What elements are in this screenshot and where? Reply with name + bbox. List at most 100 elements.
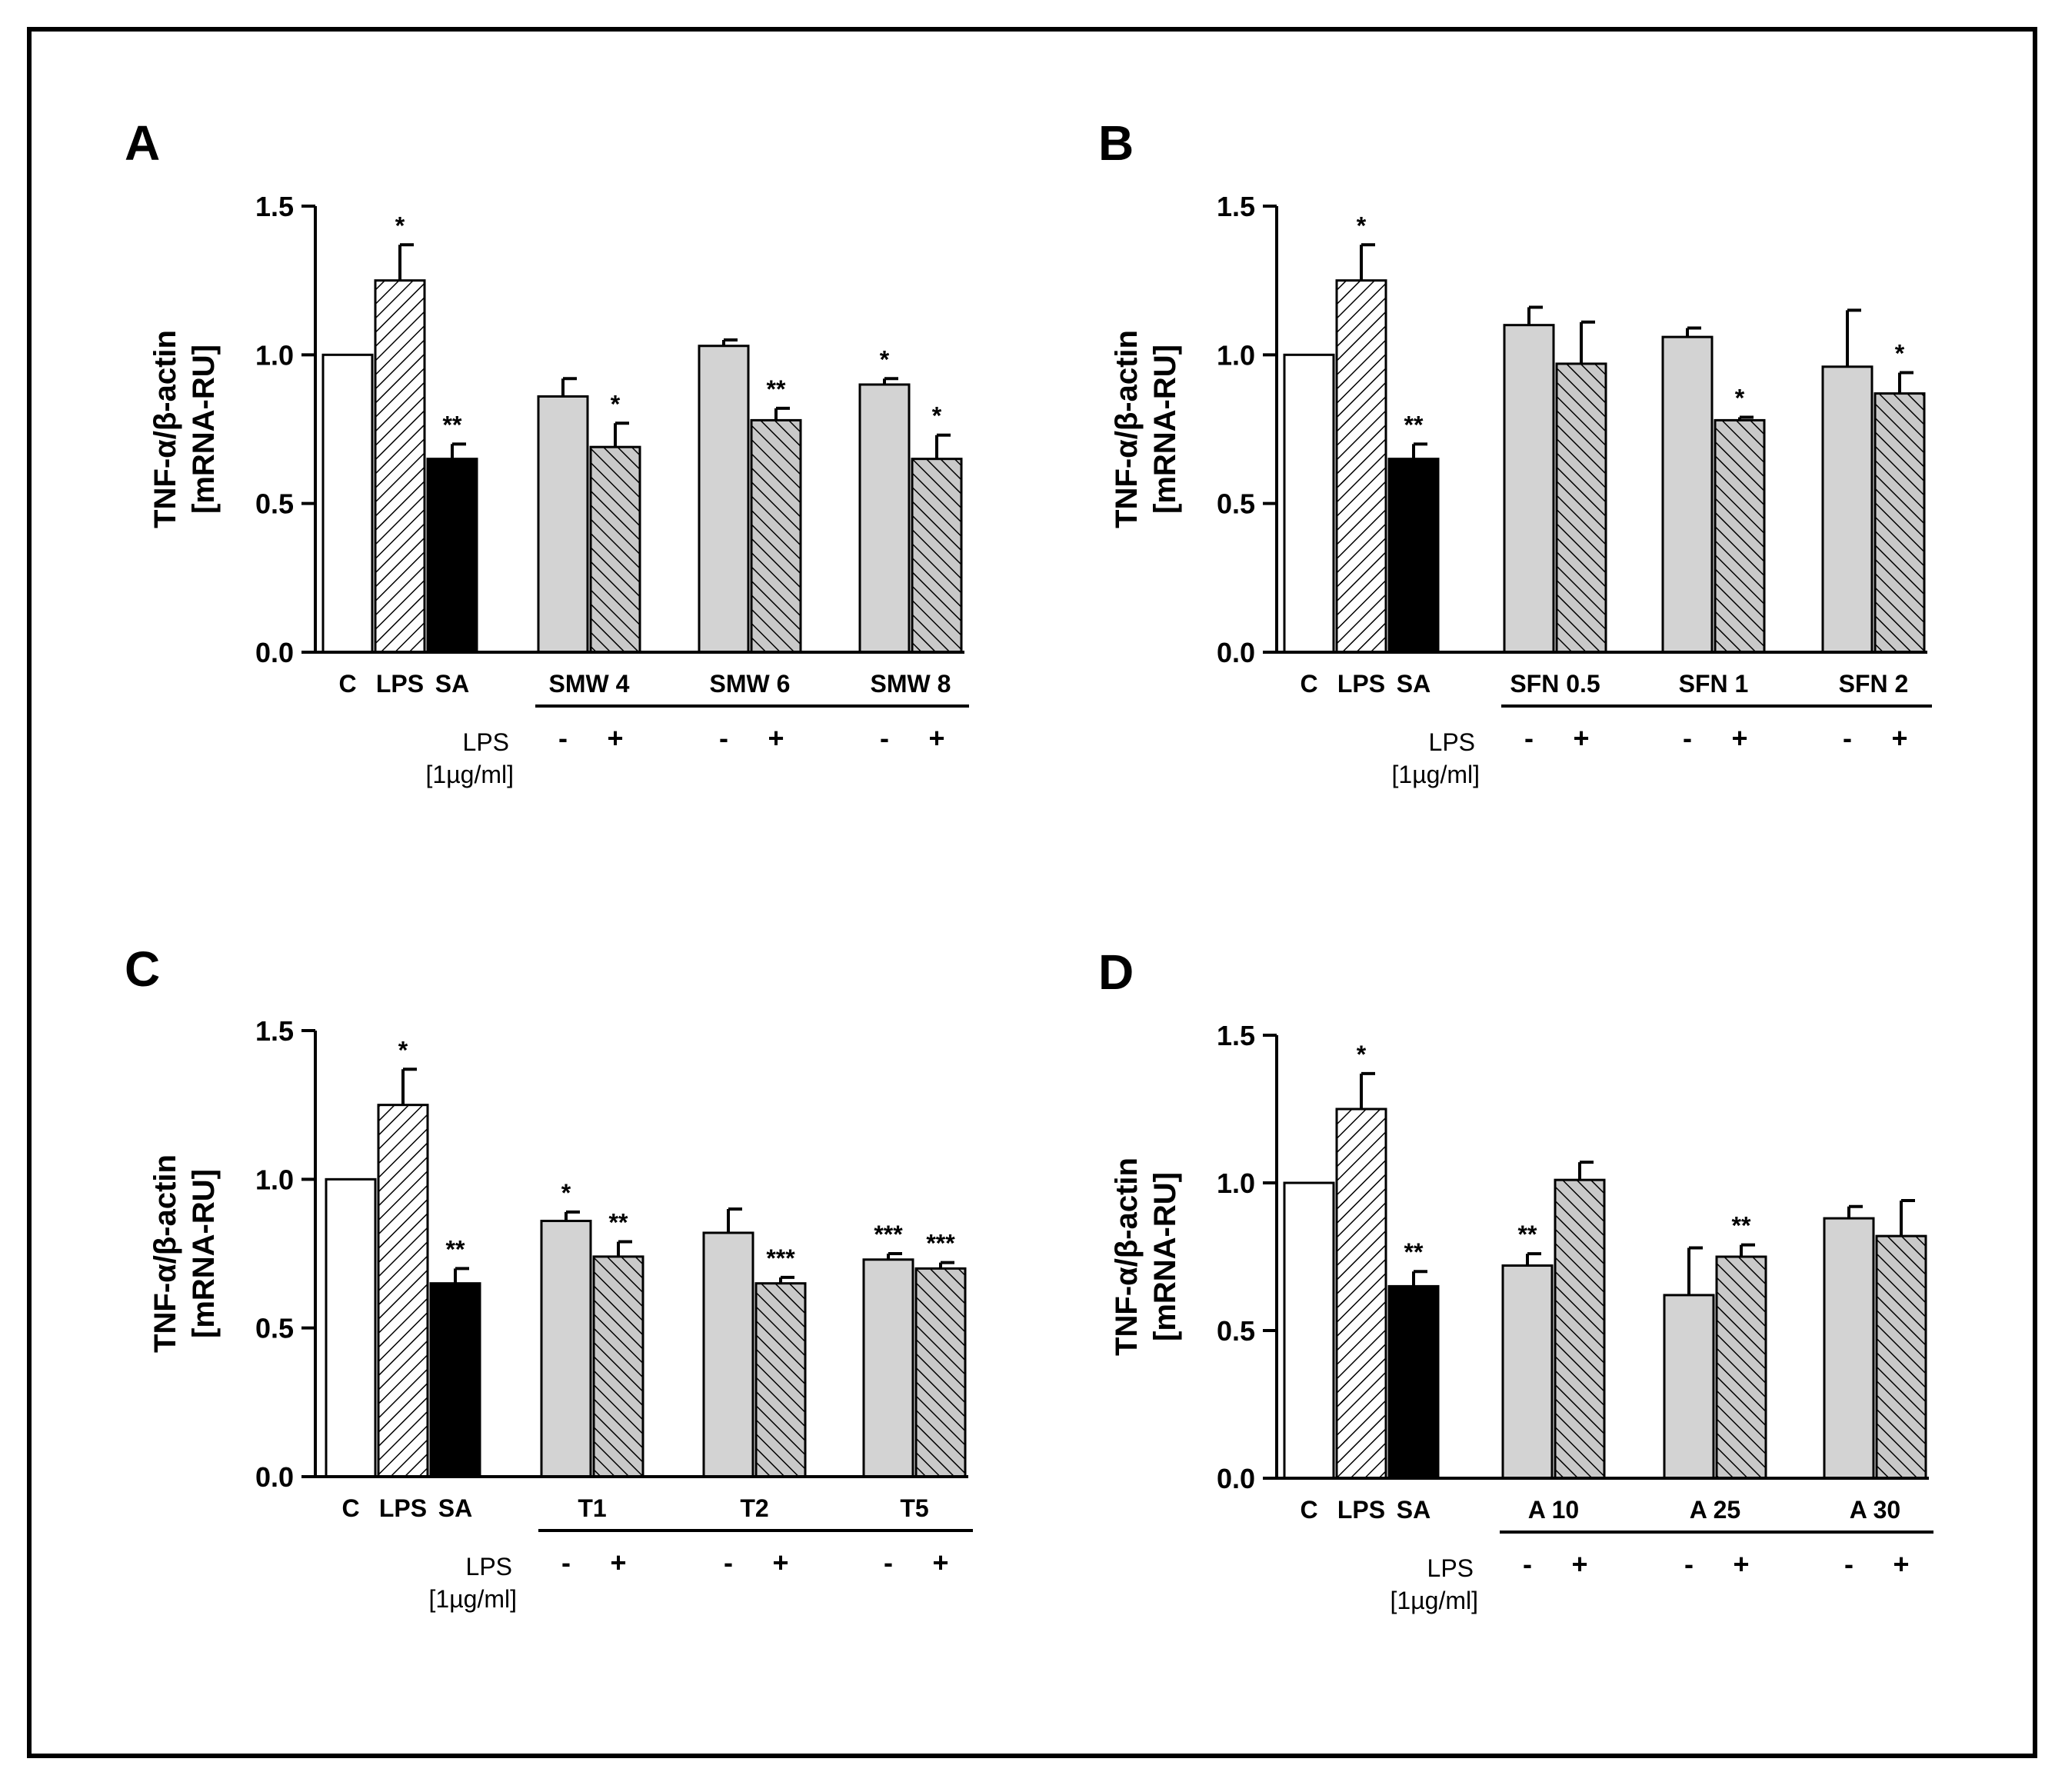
significance-label: *: [1357, 212, 1367, 239]
lps-minus: -: [1683, 722, 1692, 754]
y-axis-label-line1: TNF-α/β-actin: [148, 1154, 182, 1353]
y-axis-label-line1: TNF-α/β-actin: [148, 330, 182, 528]
significance-label: **: [446, 1235, 465, 1263]
y-tick-label: 0.0: [255, 1461, 294, 1493]
y-tick-label: 1.0: [255, 339, 294, 371]
lps-minus: -: [1523, 1548, 1532, 1580]
group-label: T1: [578, 1494, 606, 1522]
lps-unit: [1µg/ml]: [1391, 1587, 1478, 1614]
group-label: SFN 1: [1679, 670, 1749, 698]
lps-plus: +: [768, 722, 784, 754]
bar: [754, 1282, 807, 1478]
bar: [1821, 365, 1873, 654]
y-axis-label-line1: TNF-α/β-actin: [1110, 1157, 1144, 1356]
significance-label: ***: [766, 1244, 795, 1272]
significance-label: **: [609, 1209, 628, 1237]
y-tick-label: 0.0: [1217, 1463, 1255, 1494]
y-tick-label: 1.5: [1217, 1020, 1255, 1051]
bar: [540, 1219, 592, 1478]
lps-minus: -: [724, 1547, 733, 1578]
y-tick-label: 1.0: [255, 1164, 294, 1195]
panel-label: B: [1098, 115, 1134, 171]
y-tick-label: 0.5: [1217, 1315, 1255, 1347]
y-axis-label: TNF-α/β-actin [mRNA-RU]: [1110, 330, 1182, 528]
group-label: A 30: [1850, 1496, 1900, 1524]
x-category-label: LPS: [1337, 670, 1385, 698]
lps-unit: [1µg/ml]: [426, 761, 514, 788]
significance-label: ***: [874, 1221, 903, 1248]
bar: [702, 1231, 754, 1478]
lps-plus: +: [772, 1547, 788, 1578]
significance-label: *: [561, 1179, 571, 1207]
lps-minus: -: [1844, 1548, 1854, 1580]
bar: [374, 279, 426, 654]
significance-label: *: [880, 345, 890, 373]
x-category-label: C: [1300, 670, 1317, 698]
lps-label: LPS: [1427, 1554, 1474, 1582]
y-axis-label: TNF-α/β-actin [mRNA-RU]: [1110, 1157, 1182, 1356]
lps-minus: -: [880, 722, 889, 754]
lps-plus: +: [928, 722, 944, 754]
lps-plus: +: [1891, 722, 1907, 754]
lps-plus: +: [1571, 1548, 1587, 1580]
y-tick-label: 0.5: [1217, 488, 1255, 520]
bar: [1554, 1178, 1606, 1480]
bar: [1283, 353, 1335, 654]
significance-label: **: [443, 411, 462, 438]
group-label: T5: [900, 1494, 928, 1522]
y-axis-label-line2: [mRNA-RU]: [187, 1169, 221, 1338]
group-label: SMW 4: [549, 670, 630, 698]
bar: [1875, 1234, 1927, 1480]
significance-label: *: [395, 212, 405, 239]
panel-label: C: [125, 941, 160, 997]
lps-plus: +: [1733, 1548, 1749, 1580]
bar: [1823, 1217, 1875, 1480]
group-label: T2: [740, 1494, 768, 1522]
y-tick-label: 1.0: [1217, 339, 1255, 371]
significance-label: **: [1518, 1221, 1537, 1248]
lps-unit: [1µg/ml]: [1392, 761, 1480, 788]
bar: [1663, 1294, 1715, 1480]
group-label: SMW 6: [710, 670, 791, 698]
bar: [426, 458, 478, 654]
lps-plus: +: [1573, 722, 1589, 754]
group-label: A 10: [1528, 1496, 1579, 1524]
lps-minus: -: [561, 1547, 571, 1578]
x-category-label: SA: [1397, 670, 1431, 698]
bar: [429, 1282, 481, 1478]
y-tick-label: 1.5: [1217, 191, 1255, 222]
bar: [1661, 335, 1714, 654]
x-category-label: SA: [1397, 1496, 1431, 1524]
bar: [1335, 279, 1387, 654]
significance-label: *: [1735, 385, 1745, 412]
x-category-label: C: [341, 1494, 359, 1522]
bar: [592, 1255, 644, 1478]
y-axis-label-line2: [mRNA-RU]: [1148, 1172, 1182, 1341]
y-axis-label-line2: [mRNA-RU]: [1148, 345, 1182, 514]
significance-label: *: [398, 1036, 408, 1064]
bar: [321, 353, 374, 654]
lps-label: LPS: [463, 728, 509, 756]
y-axis-label-line1: TNF-α/β-actin: [1110, 330, 1144, 528]
bar: [1387, 458, 1440, 654]
x-category-label: C: [1300, 1496, 1317, 1524]
group-label: SMW 8: [871, 670, 951, 698]
lps-minus: -: [1684, 1548, 1694, 1580]
x-category-label: SA: [438, 1494, 472, 1522]
y-tick-label: 1.0: [1217, 1167, 1255, 1199]
x-category-label: LPS: [379, 1494, 427, 1522]
panel-label: D: [1098, 944, 1134, 1000]
y-tick-label: 0.5: [255, 488, 294, 520]
lps-minus: -: [884, 1547, 893, 1578]
figure-border: [27, 27, 2037, 1758]
x-category-label: C: [338, 670, 356, 698]
bar: [914, 1267, 967, 1478]
bar: [1555, 362, 1607, 654]
bar: [862, 1258, 914, 1478]
x-category-label: LPS: [376, 670, 424, 698]
